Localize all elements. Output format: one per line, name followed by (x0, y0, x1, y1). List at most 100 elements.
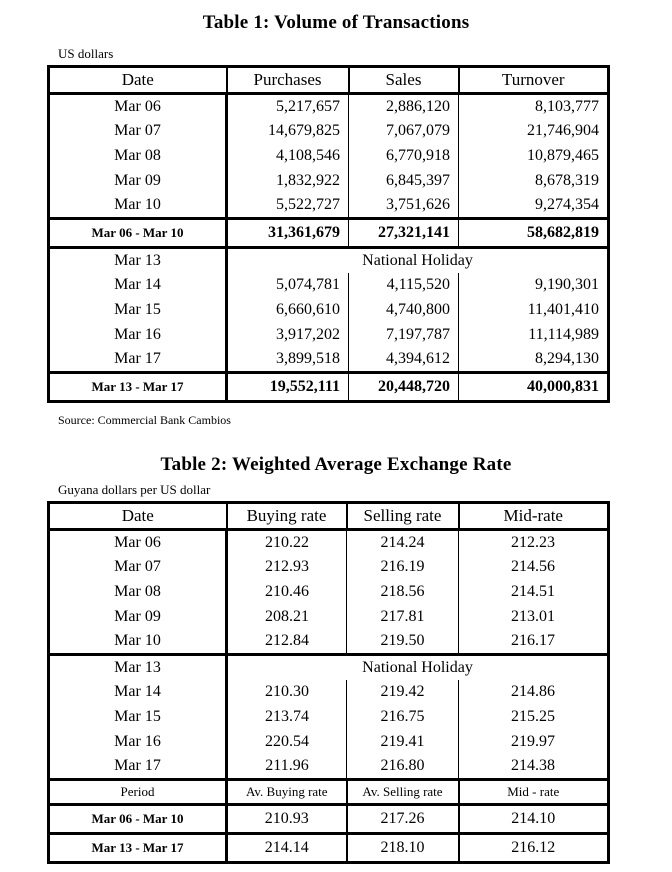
table-row: Mar 10 212.84 219.50 216.17 (48, 629, 609, 655)
buying-rate-cell: 213.74 (265, 708, 309, 725)
sales-cell: 6,770,918 (348, 143, 459, 169)
date-cell: Mar 17 (48, 347, 228, 373)
avg-buying-header-cell: Av. Buying rate (226, 778, 347, 806)
table2-header-selling-rate: Selling rate (345, 502, 459, 531)
mid-rate-cell: 212.23 (458, 529, 609, 555)
turnover-cell: 10,879,465 (458, 143, 609, 169)
table2-weighted-average-exchange-rate: Date Buying rate Selling rate Mid-rate M… (47, 501, 610, 864)
table1-header-purchases: Purchases (225, 66, 349, 95)
date-cell: Mar 08 (48, 579, 228, 605)
table-row: Mar 14 210.30 219.42 214.86 (48, 679, 609, 705)
date-cell: Mar 16 (48, 729, 228, 755)
avg-buying-cell: 210.93 (226, 804, 347, 835)
table-row: Mar 14 5,074,781 4,115,520 9,190,301 (48, 272, 609, 298)
date-cell: Mar 14 (48, 272, 228, 298)
buying-rate-cell: 208.21 (265, 608, 309, 625)
period-label-cell: Mar 06 - Mar 10 (48, 804, 228, 835)
date-cell: Mar 06 (48, 93, 228, 119)
date-cell: Mar 15 (48, 297, 228, 323)
purchases-cell: 4,108,546 (276, 147, 340, 164)
period-summary-row: Mar 13 - Mar 17 214.14 218.10 216.12 (48, 833, 609, 864)
turnover-cell: 9,274,354 (458, 193, 609, 219)
mid-rate-cell: 213.01 (458, 604, 609, 630)
table-row: Mar 07 14,679,825 7,067,079 21,746,904 (48, 118, 609, 144)
mid-rate-cell: 214.86 (458, 679, 609, 705)
turnover-cell: 21,746,904 (458, 118, 609, 144)
week2-summary-row: Mar 13 - Mar 17 19,552,111 20,448,720 40… (48, 371, 609, 403)
table-row: Mar 15 213.74 216.75 215.25 (48, 704, 609, 730)
mid-rate-cell: 215.25 (458, 704, 609, 730)
week1-summary-row: Mar 06 - Mar 10 31,361,679 27,321,141 58… (48, 217, 609, 249)
table-row: Mar 06 210.22 214.24 212.23 (48, 529, 609, 555)
date-cell: Mar 10 (48, 193, 228, 219)
selling-rate-cell: 218.56 (346, 579, 459, 605)
date-cell: Mar 13 (48, 246, 228, 273)
selling-rate-cell: 214.24 (346, 529, 459, 555)
purchases-cell: 1,832,922 (276, 172, 340, 189)
period-summary-row: Mar 06 - Mar 10 210.93 217.26 214.10 (48, 804, 609, 835)
turnover-total-cell: 58,682,819 (458, 217, 609, 249)
sales-cell: 4,394,612 (348, 347, 459, 373)
buying-rate-cell: 212.93 (265, 558, 309, 575)
purchases-total-cell: 19,552,111 (226, 371, 349, 403)
table-row: Mar 08 210.46 218.56 214.51 (48, 579, 609, 605)
turnover-total-cell: 40,000,831 (458, 371, 609, 403)
purchases-cell: 14,679,825 (268, 122, 340, 139)
selling-rate-cell: 216.19 (346, 554, 459, 580)
mid-rate-header-cell: Mid - rate (457, 778, 609, 806)
table2-title: Table 2: Weighted Average Exchange Rate (160, 454, 512, 475)
holiday-label-cell: National Holiday (226, 246, 609, 273)
turnover-cell: 8,103,777 (458, 93, 609, 119)
mid-rate-cell: 214.10 (457, 804, 609, 835)
purchases-cell: 5,522,727 (276, 196, 340, 214)
table1-header-turnover: Turnover (457, 66, 609, 95)
table2-header-row: Date Buying rate Selling rate Mid-rate (48, 502, 609, 531)
purchases-cell: 3,917,202 (276, 326, 340, 343)
table2-header-mid-rate: Mid-rate (457, 502, 609, 531)
selling-rate-cell: 216.80 (346, 754, 459, 780)
sales-cell: 4,740,800 (348, 297, 459, 323)
table1-source: Source: Commercial Bank Cambios (58, 413, 231, 427)
date-cell: Mar 17 (48, 754, 228, 780)
table2-header-buying-rate: Buying rate (225, 502, 347, 531)
selling-rate-cell: 217.81 (346, 604, 459, 630)
avg-selling-cell: 218.10 (345, 833, 459, 864)
selling-rate-cell: 216.75 (346, 704, 459, 730)
period-header-row: Period Av. Buying rate Av. Selling rate … (48, 778, 609, 806)
holiday-row: Mar 13 National Holiday (48, 246, 609, 273)
table2-unit-label: Guyana dollars per US dollar (58, 482, 211, 497)
table1-header-sales: Sales (347, 66, 459, 95)
mid-rate-cell: 214.38 (458, 754, 609, 780)
date-cell: Mar 09 (48, 604, 228, 630)
sales-cell: 2,886,120 (348, 93, 459, 119)
buying-rate-cell: 220.54 (265, 733, 309, 750)
table-row: Mar 09 208.21 217.81 213.01 (48, 604, 609, 630)
sales-cell: 7,197,787 (348, 322, 459, 348)
date-cell: Mar 13 (48, 653, 228, 680)
period-label-cell: Mar 13 - Mar 17 (48, 371, 228, 403)
sales-cell: 3,751,626 (348, 193, 459, 219)
turnover-cell: 11,114,989 (458, 322, 609, 348)
selling-rate-cell: 219.41 (346, 729, 459, 755)
mid-rate-cell: 214.56 (458, 554, 609, 580)
period-label-cell: Mar 13 - Mar 17 (48, 833, 228, 864)
buying-rate-cell: 210.30 (265, 683, 309, 700)
table-row: Mar 08 4,108,546 6,770,918 10,879,465 (48, 143, 609, 169)
holiday-label-cell: National Holiday (226, 653, 609, 680)
selling-rate-cell: 219.42 (346, 679, 459, 705)
date-cell: Mar 07 (48, 554, 228, 580)
date-cell: Mar 10 (48, 629, 228, 655)
table-row: Mar 16 220.54 219.41 219.97 (48, 729, 609, 755)
table-row: Mar 17 3,899,518 4,394,612 8,294,130 (48, 347, 609, 373)
table1-title: Table 1: Volume of Transactions (202, 12, 470, 33)
buying-rate-cell: 210.46 (265, 583, 309, 600)
holiday-row: Mar 13 National Holiday (48, 653, 609, 680)
buying-rate-cell: 210.22 (265, 533, 309, 551)
turnover-cell: 9,190,301 (458, 272, 609, 298)
date-cell: Mar 14 (48, 679, 228, 705)
date-cell: Mar 08 (48, 143, 228, 169)
table-row: Mar 16 3,917,202 7,197,787 11,114,989 (48, 322, 609, 348)
table2-header-date: Date (48, 502, 227, 531)
sales-cell: 4,115,520 (348, 272, 459, 298)
